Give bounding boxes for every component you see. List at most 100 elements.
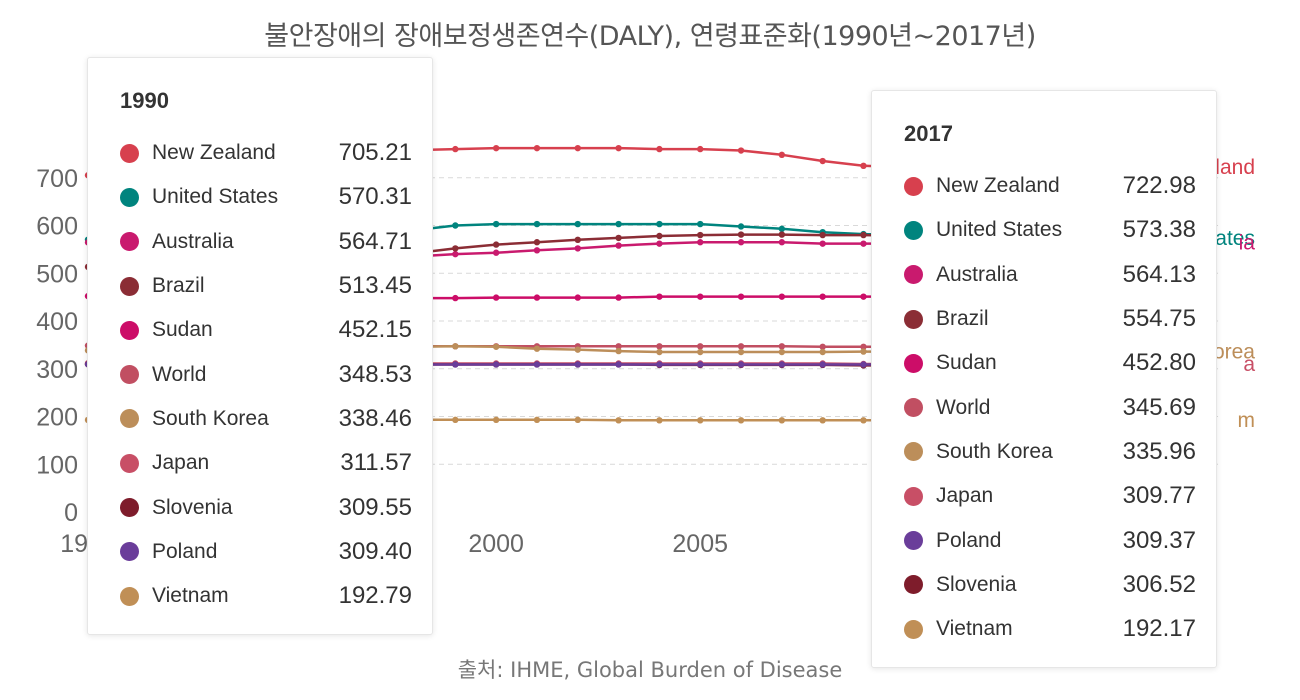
legend-dot-icon xyxy=(120,232,139,252)
tooltip-row: Japan 311.57 xyxy=(120,441,412,485)
legend-dot-icon xyxy=(120,143,139,163)
tooltip-year: 1990 xyxy=(120,88,169,113)
tooltip-value: 309.77 xyxy=(1122,482,1196,510)
data-point-vietnam xyxy=(656,417,663,424)
tooltip-row: New Zealand 722.98 xyxy=(904,164,1196,208)
data-point-new-zealand xyxy=(533,144,541,152)
tooltip-value: 573.38 xyxy=(1122,216,1196,244)
tooltip-country-name: Brazil xyxy=(936,307,989,331)
data-point-south-korea xyxy=(860,348,867,355)
data-point-brazil xyxy=(697,231,704,239)
data-point-australia xyxy=(656,240,663,247)
data-point-vietnam xyxy=(452,416,459,424)
data-point-south-korea xyxy=(737,348,745,356)
data-point-sudan xyxy=(737,293,745,300)
data-point-brazil xyxy=(860,231,867,239)
tooltip-value: 570.31 xyxy=(338,183,412,211)
tooltip-country-name: Sudan xyxy=(936,351,997,375)
legend-dot-icon xyxy=(904,353,923,373)
data-point-world xyxy=(860,343,867,350)
legend-dot-icon xyxy=(120,542,139,562)
data-point-poland xyxy=(615,361,622,368)
data-point-australia xyxy=(533,247,541,254)
data-point-new-zealand xyxy=(737,147,745,154)
data-point-vietnam xyxy=(778,417,786,424)
tooltip-value: 311.57 xyxy=(340,449,412,477)
y-tick-label: 600 xyxy=(36,213,78,241)
tooltip-value: 338.46 xyxy=(338,404,412,432)
data-point-united-states xyxy=(533,220,541,228)
legend-dot-icon xyxy=(120,498,139,518)
data-point-new-zealand xyxy=(860,162,867,170)
data-point-new-zealand xyxy=(697,145,704,153)
tooltip-country-name: South Korea xyxy=(152,406,269,430)
tooltip-value: 452.15 xyxy=(338,316,412,344)
tooltip-value: 309.40 xyxy=(338,537,412,565)
tooltip-year: 2017 xyxy=(904,121,953,146)
tooltip-row: World 348.53 xyxy=(120,352,412,396)
tooltip-row: Japan 309.77 xyxy=(904,474,1196,518)
data-point-united-states xyxy=(697,220,704,228)
tooltip-country-name: Brazil xyxy=(152,274,205,298)
data-point-united-states xyxy=(656,220,663,228)
tooltip-value: 345.69 xyxy=(1122,393,1196,421)
tooltip-value: 192.79 xyxy=(338,582,412,610)
data-point-australia xyxy=(860,240,867,247)
tooltip-row: Brazil 554.75 xyxy=(904,297,1196,341)
data-point-vietnam xyxy=(533,416,541,424)
data-point-south-korea xyxy=(452,343,459,350)
tooltip-rows: New Zealand 705.21 United States 570.31 Aust… xyxy=(120,131,412,618)
legend-dot-icon xyxy=(120,409,139,429)
tooltip-country-name: New Zealand xyxy=(936,174,1060,198)
data-point-poland xyxy=(452,361,459,368)
tooltip-row: Poland 309.40 xyxy=(120,530,412,574)
data-point-sudan xyxy=(452,294,459,302)
tooltip-row: Slovenia 306.52 xyxy=(904,563,1196,607)
data-point-south-korea xyxy=(697,348,704,356)
tooltip-country-name: Poland xyxy=(936,528,1002,552)
data-point-new-zealand xyxy=(574,144,581,152)
data-point-south-korea xyxy=(574,346,581,353)
data-point-south-korea xyxy=(615,347,622,355)
data-point-united-states xyxy=(778,225,786,233)
data-point-united-states xyxy=(615,220,622,228)
y-tick-label: 700 xyxy=(36,165,78,193)
tooltip-row: South Korea 338.46 xyxy=(120,397,412,441)
data-point-brazil xyxy=(574,236,581,244)
data-point-vietnam xyxy=(615,417,622,424)
data-point-sudan xyxy=(860,293,867,300)
tooltip-1990: 1990 New Zealand 705.21 United States 570.3… xyxy=(87,57,433,635)
tooltip-value: 335.96 xyxy=(1122,437,1196,465)
tooltip-value: 554.75 xyxy=(1122,305,1196,333)
legend-dot-icon xyxy=(120,276,139,296)
tooltip-value: 192.17 xyxy=(1122,615,1196,643)
data-point-sudan xyxy=(533,294,541,301)
data-point-australia xyxy=(697,239,704,246)
legend-dot-icon xyxy=(120,586,139,606)
legend-dot-icon xyxy=(120,365,139,385)
tooltip-row: Australia 564.71 xyxy=(120,220,412,264)
tooltip-row: Slovenia 309.55 xyxy=(120,485,412,529)
data-point-world xyxy=(819,343,826,350)
tooltip-country-name: United States xyxy=(152,185,279,209)
data-point-south-korea xyxy=(778,348,786,356)
legend-dot-icon xyxy=(120,453,139,473)
tooltip-row: Vietnam 192.79 xyxy=(120,574,412,618)
legend-dot-icon xyxy=(904,265,923,285)
tooltip-country-name: Slovenia xyxy=(936,572,1017,596)
data-point-world xyxy=(778,343,786,350)
data-point-united-states xyxy=(452,222,459,229)
legend-dot-icon xyxy=(904,531,923,551)
tooltip-country-name: South Korea xyxy=(936,439,1053,463)
tooltip-row: New Zealand 705.21 xyxy=(120,131,412,175)
data-point-world xyxy=(656,343,663,350)
data-point-poland xyxy=(533,361,541,368)
tooltip-value: 513.45 xyxy=(338,272,412,300)
legend-dot-icon xyxy=(904,309,923,329)
tooltip-value: 564.13 xyxy=(1122,260,1196,288)
tooltip-value: 306.52 xyxy=(1122,570,1196,598)
tooltip-row: United States 570.31 xyxy=(120,175,412,219)
data-point-australia xyxy=(492,249,500,256)
legend-dot-icon xyxy=(120,187,139,207)
data-point-new-zealand xyxy=(778,151,786,159)
